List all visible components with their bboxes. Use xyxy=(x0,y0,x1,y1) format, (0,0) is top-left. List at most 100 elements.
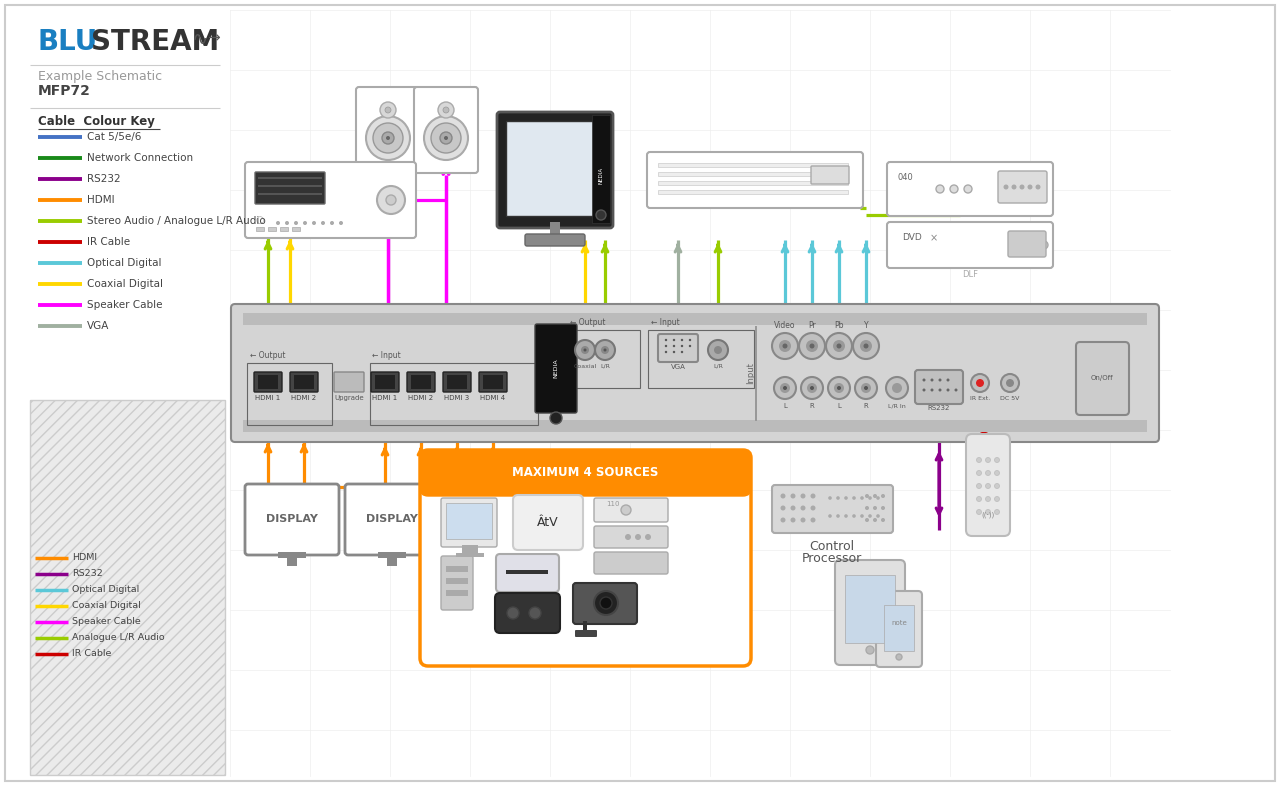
Circle shape xyxy=(1028,185,1033,189)
Circle shape xyxy=(708,340,728,360)
Text: Network Connection: Network Connection xyxy=(87,153,193,163)
Circle shape xyxy=(809,343,814,348)
Text: VGA: VGA xyxy=(671,364,685,370)
Circle shape xyxy=(780,340,791,352)
FancyBboxPatch shape xyxy=(442,556,474,610)
Bar xyxy=(411,375,431,389)
FancyBboxPatch shape xyxy=(998,171,1047,203)
FancyBboxPatch shape xyxy=(244,162,416,238)
Text: HDMI 4: HDMI 4 xyxy=(480,395,506,401)
Circle shape xyxy=(387,136,390,140)
FancyBboxPatch shape xyxy=(594,498,668,522)
Circle shape xyxy=(575,340,595,360)
Text: MFP72: MFP72 xyxy=(38,84,91,98)
Bar xyxy=(243,313,1147,325)
Circle shape xyxy=(321,221,325,225)
Circle shape xyxy=(772,333,797,359)
Circle shape xyxy=(826,333,852,359)
Text: ((·)): ((·)) xyxy=(982,512,995,518)
Circle shape xyxy=(986,497,991,501)
Text: RS232: RS232 xyxy=(72,570,102,578)
Text: Y: Y xyxy=(864,321,868,330)
Circle shape xyxy=(782,343,787,348)
FancyBboxPatch shape xyxy=(876,591,922,667)
Circle shape xyxy=(800,494,805,498)
FancyBboxPatch shape xyxy=(772,485,893,533)
Text: DISPLAY: DISPLAY xyxy=(366,514,419,524)
Text: ← Output: ← Output xyxy=(570,318,605,327)
Circle shape xyxy=(443,107,449,113)
FancyBboxPatch shape xyxy=(887,162,1053,216)
Bar xyxy=(462,545,477,553)
Circle shape xyxy=(977,457,982,462)
Text: DC 5V: DC 5V xyxy=(1000,396,1020,401)
Text: DVD: DVD xyxy=(902,233,922,242)
Circle shape xyxy=(595,340,614,360)
Circle shape xyxy=(330,221,334,225)
Circle shape xyxy=(836,496,840,500)
FancyBboxPatch shape xyxy=(915,370,963,404)
Bar xyxy=(29,400,225,775)
Circle shape xyxy=(444,136,448,140)
FancyBboxPatch shape xyxy=(495,593,561,633)
Bar xyxy=(568,330,640,388)
Text: Control: Control xyxy=(809,540,855,553)
FancyBboxPatch shape xyxy=(575,630,596,637)
Bar xyxy=(648,330,754,388)
Text: ÂtV: ÂtV xyxy=(538,516,559,528)
Text: HDMI 3: HDMI 3 xyxy=(444,395,470,401)
Bar xyxy=(445,566,468,572)
Bar xyxy=(256,227,264,231)
Text: R: R xyxy=(864,403,868,409)
Circle shape xyxy=(986,471,991,476)
Circle shape xyxy=(312,221,316,225)
FancyBboxPatch shape xyxy=(420,450,751,496)
Bar xyxy=(884,605,914,651)
Circle shape xyxy=(1011,185,1016,189)
Text: Upgrade: Upgrade xyxy=(334,395,364,401)
FancyBboxPatch shape xyxy=(244,484,339,555)
Text: HDMI: HDMI xyxy=(87,195,115,205)
Text: STREAM: STREAM xyxy=(91,28,219,56)
Circle shape xyxy=(1004,185,1009,189)
Circle shape xyxy=(938,379,942,381)
Circle shape xyxy=(995,497,1000,501)
FancyBboxPatch shape xyxy=(230,304,1158,442)
Circle shape xyxy=(806,383,817,393)
Circle shape xyxy=(602,346,609,354)
Circle shape xyxy=(681,339,684,341)
Text: Video: Video xyxy=(774,321,796,330)
Circle shape xyxy=(995,471,1000,476)
Circle shape xyxy=(835,383,844,393)
Circle shape xyxy=(855,377,877,399)
Circle shape xyxy=(977,509,982,515)
FancyBboxPatch shape xyxy=(420,450,751,666)
Circle shape xyxy=(780,383,790,393)
Circle shape xyxy=(800,517,805,523)
FancyBboxPatch shape xyxy=(658,334,698,362)
FancyBboxPatch shape xyxy=(407,372,435,392)
FancyBboxPatch shape xyxy=(525,234,585,246)
Circle shape xyxy=(986,457,991,462)
Text: L/R In: L/R In xyxy=(888,403,906,408)
Circle shape xyxy=(955,388,957,391)
Circle shape xyxy=(837,386,841,390)
FancyBboxPatch shape xyxy=(255,172,325,204)
FancyBboxPatch shape xyxy=(513,495,582,550)
Text: ← Output: ← Output xyxy=(250,351,285,360)
Circle shape xyxy=(625,534,631,540)
Text: R: R xyxy=(810,403,814,409)
Circle shape xyxy=(600,597,612,609)
Bar xyxy=(292,227,300,231)
Circle shape xyxy=(923,379,925,381)
Text: VGA: VGA xyxy=(87,321,109,331)
Bar xyxy=(447,375,467,389)
Text: Optical Digital: Optical Digital xyxy=(87,258,161,268)
Circle shape xyxy=(1039,241,1048,249)
Circle shape xyxy=(861,383,870,393)
Text: HDMI: HDMI xyxy=(72,553,97,563)
Text: ∿: ∿ xyxy=(192,30,209,49)
Circle shape xyxy=(877,496,879,500)
Circle shape xyxy=(621,505,631,515)
Circle shape xyxy=(791,517,795,523)
